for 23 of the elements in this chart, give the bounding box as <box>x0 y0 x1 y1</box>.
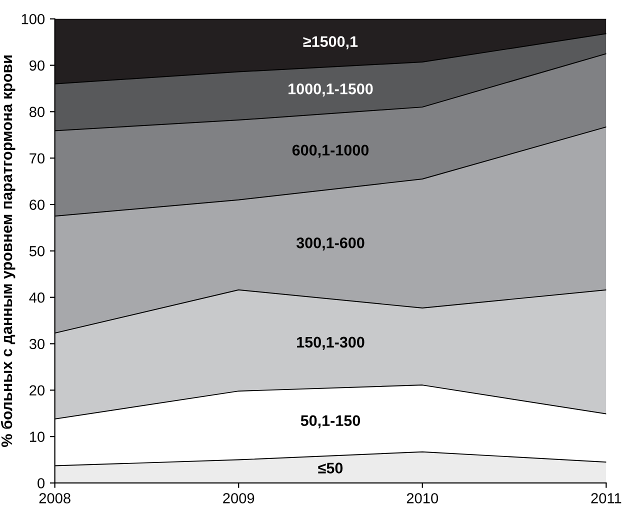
y-tick-label: 60 <box>30 200 45 210</box>
series-label: 150,1-300 <box>297 336 364 350</box>
y-tick-label: 70 <box>30 153 45 164</box>
x-tick-label: 2011 <box>591 493 622 504</box>
series-label: ≥1500,1 <box>303 36 358 50</box>
x-tick-label: 2008 <box>39 493 70 504</box>
series-label: 50,1-150 <box>300 415 360 428</box>
y-tick-label: 80 <box>30 106 45 118</box>
y-tick-label: 40 <box>29 292 45 303</box>
y-tick-label: 10 <box>30 432 45 442</box>
y-tick-label: 100 <box>22 14 45 24</box>
series-label: ≤50 <box>318 462 343 474</box>
series-label: 600,1-1000 <box>292 144 369 158</box>
y-tick-label: 0 <box>38 478 45 488</box>
x-tick-label: 2010 <box>406 493 438 504</box>
series-label: 300,1-600 <box>296 237 364 251</box>
y-tick-label: 30 <box>29 338 45 350</box>
series-label: 1000,1-1500 <box>288 84 373 97</box>
y-tick-label: 50 <box>29 246 45 256</box>
y-axis-title: % больных с данным уровнем паратгормона крови <box>0 56 16 447</box>
x-tick-label: 2009 <box>223 493 254 504</box>
y-tick-label: 20 <box>30 385 45 396</box>
y-tick-label: 90 <box>30 60 45 71</box>
